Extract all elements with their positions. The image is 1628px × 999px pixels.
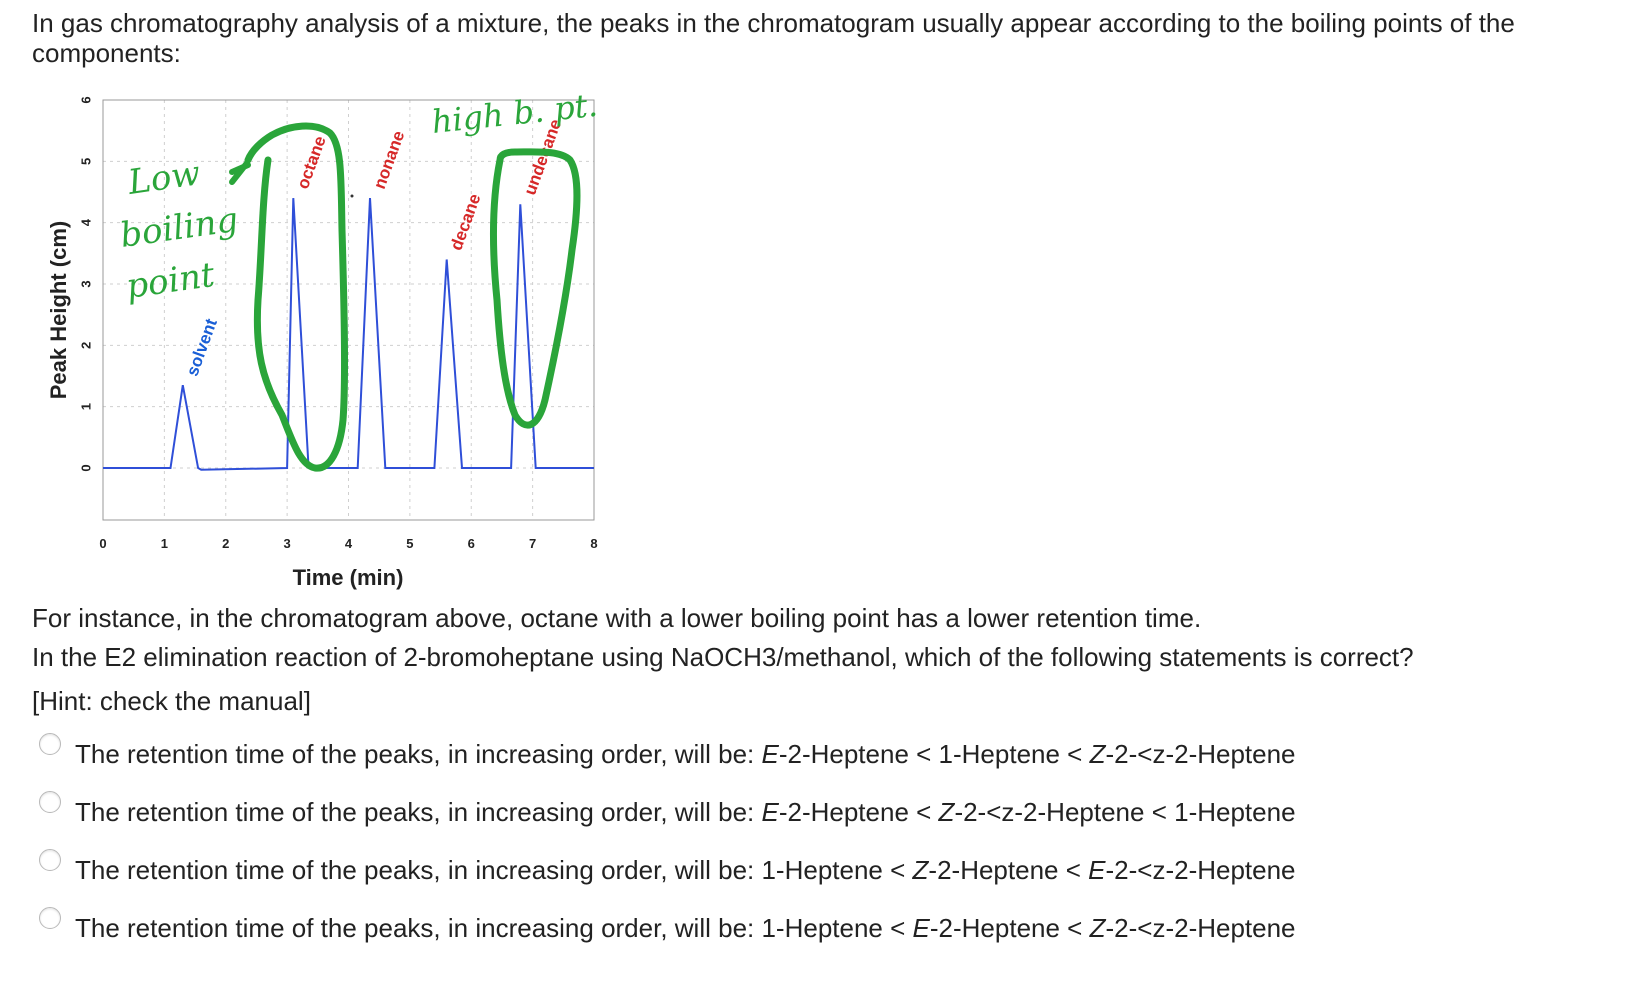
- annotation-low: Low: [125, 153, 203, 203]
- annotation-loop-right: [490, 148, 581, 429]
- plot-frame: [102, 99, 595, 521]
- answer-option-label[interactable]: The retention time of the peaks, in incr…: [75, 913, 1296, 943]
- marker-dot: [350, 194, 354, 198]
- x-tick-label: 0: [99, 536, 106, 551]
- chart-axes: [102, 99, 595, 521]
- question-prompt: In the E2 elimination reaction of 2-brom…: [32, 642, 1414, 672]
- y-tick-label: 0: [78, 464, 93, 471]
- answer-option-2[interactable]: The retention time of the peaks, in incr…: [0, 791, 1400, 831]
- y-tick-label: 5: [78, 158, 93, 165]
- hint-text: [Hint: check the manual]: [32, 686, 311, 716]
- radio-button[interactable]: [39, 907, 61, 929]
- chart-series: [103, 198, 594, 471]
- answer-option-label[interactable]: The retention time of the peaks, in incr…: [75, 797, 1296, 827]
- y-axis-label: Peak Height (cm): [46, 221, 71, 400]
- handwritten-annotations: [229, 122, 581, 472]
- chromatogram-line: [103, 198, 594, 471]
- x-tick-label: 1: [161, 536, 168, 551]
- chart-ticks: 0 1 2 3 4 5 6 7 8 0 1 2 3 4 5 6: [78, 96, 597, 551]
- peak-label-solvent: solvent: [183, 316, 221, 379]
- y-tick-label: 3: [78, 280, 93, 287]
- annotation-boiling: boiling: [118, 200, 241, 256]
- annotation-arrow: [229, 160, 251, 185]
- peak-label-octane: octane: [293, 134, 330, 192]
- y-tick-label: 2: [78, 342, 93, 349]
- answer-option-3[interactable]: The retention time of the peaks, in incr…: [0, 849, 1400, 889]
- x-tick-label: 7: [529, 536, 536, 551]
- annotation-text: Low boiling point high b. pt.: [118, 86, 600, 307]
- peak-label-nonane: nonane: [370, 128, 409, 191]
- annotation-point: point: [124, 255, 218, 307]
- intro-text: In gas chromatography analysis of a mixt…: [32, 8, 1515, 68]
- example-text: For instance, in the chromatogram above,…: [32, 603, 1202, 633]
- y-tick-label: 6: [78, 96, 93, 103]
- x-tick-label: 2: [222, 536, 229, 551]
- radio-button[interactable]: [39, 791, 61, 813]
- chromatogram-chart: 0 1 2 3 4 5 6 7 8 0 1 2 3 4 5 6 solvent octane nonane deca…: [46, 86, 600, 590]
- peak-label-decane: decane: [447, 191, 485, 253]
- x-tick-label: 4: [345, 536, 353, 551]
- y-tick-label: 4: [78, 218, 93, 226]
- radio-button[interactable]: [39, 733, 61, 755]
- radio-button[interactable]: [39, 849, 61, 871]
- answer-option-label[interactable]: The retention time of the peaks, in incr…: [75, 855, 1296, 885]
- y-tick-label: 1: [78, 403, 93, 410]
- answer-option-1[interactable]: The retention time of the peaks, in incr…: [0, 733, 1400, 773]
- x-tick-label: 6: [468, 536, 475, 551]
- x-tick-label: 8: [590, 536, 597, 551]
- annotation-loop-left: [244, 122, 349, 472]
- x-tick-label: 5: [406, 536, 413, 551]
- x-tick-label: 3: [284, 536, 291, 551]
- answer-option-4[interactable]: The retention time of the peaks, in incr…: [0, 907, 1400, 947]
- annotation-high-bp: high b. pt.: [430, 86, 600, 141]
- x-axis-label: Time (min): [293, 565, 404, 590]
- answer-option-label[interactable]: The retention time of the peaks, in incr…: [75, 739, 1296, 769]
- chart-grid: [102, 99, 595, 520]
